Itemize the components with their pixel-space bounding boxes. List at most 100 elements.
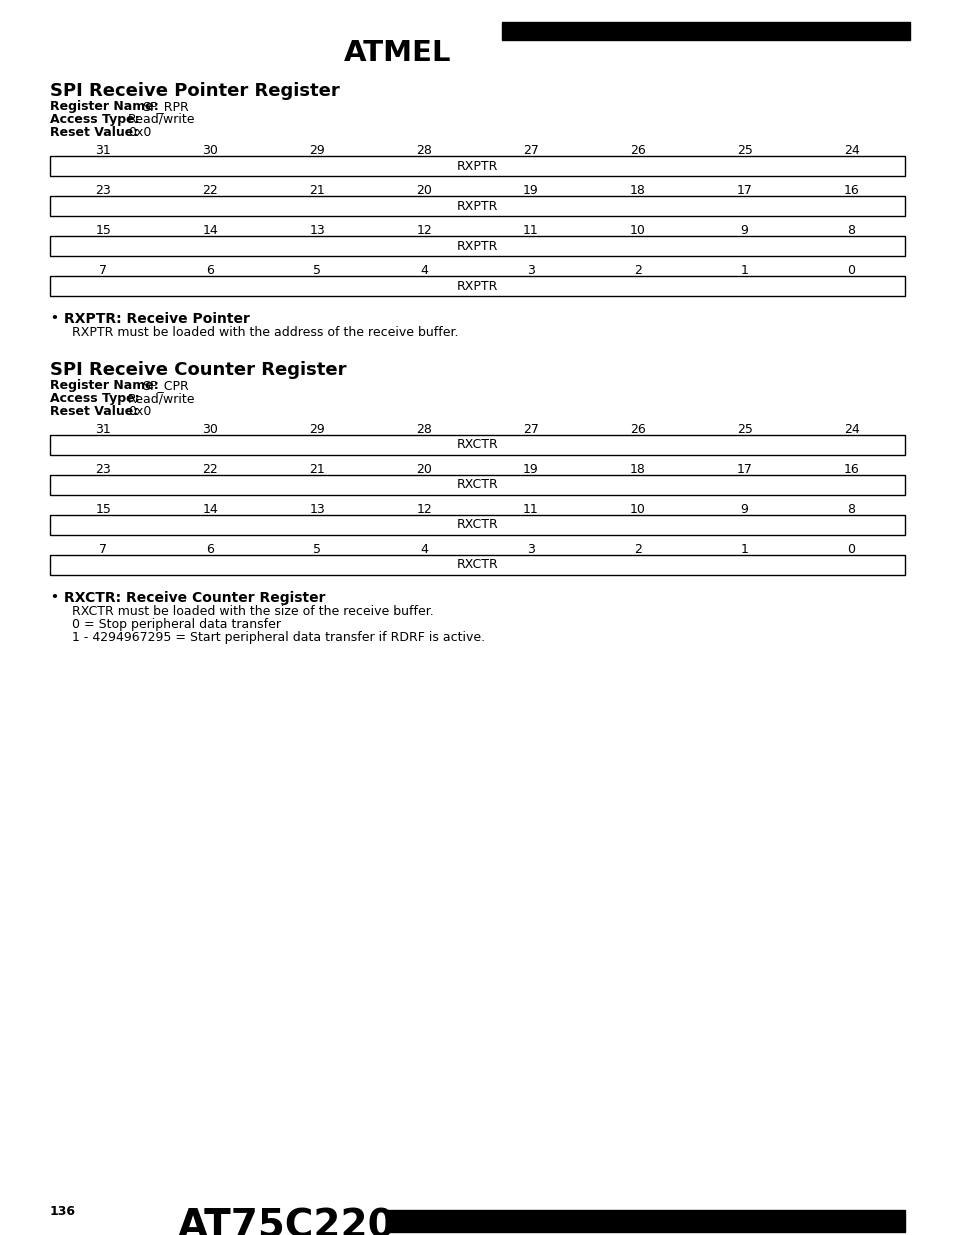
Text: ATMEL: ATMEL — [344, 40, 452, 67]
Text: 27: 27 — [522, 424, 538, 436]
Text: 0x0: 0x0 — [128, 126, 152, 140]
Text: 3: 3 — [526, 543, 535, 556]
Text: •: • — [50, 312, 58, 325]
Text: 11: 11 — [522, 224, 538, 237]
Text: 1 - 4294967295 = Start peripheral data transfer if RDRF is active.: 1 - 4294967295 = Start peripheral data t… — [71, 631, 485, 643]
Text: 24: 24 — [842, 424, 859, 436]
Text: 6: 6 — [206, 543, 214, 556]
Text: 25: 25 — [736, 424, 752, 436]
Bar — [50, 435, 904, 454]
Text: 23: 23 — [95, 184, 112, 198]
Text: 16: 16 — [842, 463, 859, 475]
Text: 19: 19 — [522, 463, 538, 475]
Text: 18: 18 — [629, 184, 645, 198]
Text: 19: 19 — [522, 184, 538, 198]
Text: 1: 1 — [740, 543, 748, 556]
Text: 14: 14 — [202, 224, 218, 237]
Text: 24: 24 — [842, 144, 859, 157]
Text: 13: 13 — [309, 224, 325, 237]
Text: RXCTR: Receive Counter Register: RXCTR: Receive Counter Register — [64, 592, 325, 605]
Text: 8: 8 — [846, 503, 855, 516]
Text: Read/write: Read/write — [128, 112, 195, 126]
Text: 21: 21 — [309, 184, 325, 198]
Text: 0x0: 0x0 — [128, 405, 152, 417]
Text: Read/write: Read/write — [128, 391, 195, 405]
Text: 5: 5 — [313, 264, 321, 277]
Text: 8: 8 — [846, 224, 855, 237]
Bar — [50, 475, 904, 495]
Text: 14: 14 — [202, 503, 218, 516]
Text: RXCTR: RXCTR — [456, 478, 497, 492]
Text: 12: 12 — [416, 503, 432, 516]
Text: 0: 0 — [846, 543, 855, 556]
Text: 30: 30 — [202, 424, 218, 436]
Text: RXPTR: Receive Pointer: RXPTR: Receive Pointer — [64, 312, 250, 326]
Text: 22: 22 — [202, 184, 218, 198]
Text: 7: 7 — [99, 264, 108, 277]
Text: 12: 12 — [416, 224, 432, 237]
Text: RXCTR: RXCTR — [456, 558, 497, 572]
Text: Reset Value:: Reset Value: — [50, 405, 138, 417]
Text: 10: 10 — [629, 503, 645, 516]
Text: RXCTR must be loaded with the size of the receive buffer.: RXCTR must be loaded with the size of th… — [71, 605, 434, 618]
Text: 13: 13 — [309, 503, 325, 516]
Text: 29: 29 — [309, 424, 325, 436]
Text: RXPTR: RXPTR — [456, 200, 497, 212]
Text: 18: 18 — [629, 463, 645, 475]
Text: 20: 20 — [416, 184, 432, 198]
Text: 25: 25 — [736, 144, 752, 157]
Text: 2: 2 — [633, 264, 641, 277]
Text: 15: 15 — [95, 224, 112, 237]
Text: Reset Value:: Reset Value: — [50, 126, 138, 140]
Text: 0 = Stop peripheral data transfer: 0 = Stop peripheral data transfer — [71, 618, 281, 631]
Bar — [388, 1210, 904, 1233]
Text: 2: 2 — [633, 543, 641, 556]
Text: 3: 3 — [526, 264, 535, 277]
Bar — [50, 515, 904, 535]
Text: RXPTR must be loaded with the address of the receive buffer.: RXPTR must be loaded with the address of… — [71, 326, 458, 338]
Text: 15: 15 — [95, 503, 112, 516]
Text: 4: 4 — [419, 264, 428, 277]
Text: •: • — [50, 592, 58, 604]
Text: 28: 28 — [416, 144, 432, 157]
Text: SPI Receive Pointer Register: SPI Receive Pointer Register — [50, 82, 339, 100]
Text: Access Type:: Access Type: — [50, 112, 139, 126]
Text: 23: 23 — [95, 463, 112, 475]
Text: 29: 29 — [309, 144, 325, 157]
Text: 22: 22 — [202, 463, 218, 475]
Text: 16: 16 — [842, 184, 859, 198]
Text: 0: 0 — [846, 264, 855, 277]
Text: Register Name:: Register Name: — [50, 379, 158, 391]
Text: 6: 6 — [206, 264, 214, 277]
Text: Register Name:: Register Name: — [50, 100, 158, 112]
Text: 26: 26 — [629, 144, 645, 157]
Text: 31: 31 — [95, 144, 112, 157]
Text: 11: 11 — [522, 503, 538, 516]
Bar — [50, 156, 904, 177]
Text: 30: 30 — [202, 144, 218, 157]
Text: 9: 9 — [740, 503, 748, 516]
Text: 9: 9 — [740, 224, 748, 237]
Text: SPI Receive Counter Register: SPI Receive Counter Register — [50, 361, 346, 379]
Text: RXCTR: RXCTR — [456, 438, 497, 452]
Text: 10: 10 — [629, 224, 645, 237]
Text: 27: 27 — [522, 144, 538, 157]
Text: 17: 17 — [736, 184, 752, 198]
Text: 17: 17 — [736, 463, 752, 475]
Text: RXPTR: RXPTR — [456, 240, 497, 252]
Bar — [501, 22, 909, 40]
Text: 26: 26 — [629, 424, 645, 436]
Text: 1: 1 — [740, 264, 748, 277]
Bar — [50, 196, 904, 216]
Text: AT75C220: AT75C220 — [178, 1207, 395, 1235]
Bar — [50, 555, 904, 576]
Text: RXCTR: RXCTR — [456, 519, 497, 531]
Text: 31: 31 — [95, 424, 112, 436]
Text: SP_CPR: SP_CPR — [142, 379, 189, 391]
Text: Access Type:: Access Type: — [50, 391, 139, 405]
Text: SP_RPR: SP_RPR — [142, 100, 189, 112]
Text: 7: 7 — [99, 543, 108, 556]
Text: 4: 4 — [419, 543, 428, 556]
Text: RXPTR: RXPTR — [456, 279, 497, 293]
Bar — [50, 275, 904, 296]
